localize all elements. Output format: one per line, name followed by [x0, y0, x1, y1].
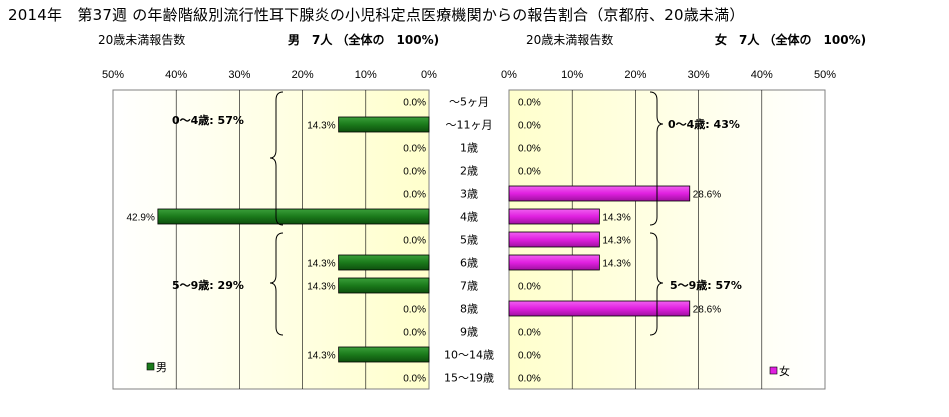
left-x-tick-label: 30% — [228, 69, 250, 81]
age-category-label: 8歳 — [460, 303, 478, 316]
axis-ticks: 50% 40% 30% 20% 10% 0% 0% 10% 20% 30% 40% 50% — [102, 69, 836, 81]
left-bracket-5-9 — [269, 232, 284, 336]
female-bar — [508, 300, 691, 317]
female-data-label: 0.0% — [518, 144, 541, 155]
male-data-label: 14.3% — [307, 259, 335, 270]
right-x-tick-label: 30% — [688, 69, 710, 81]
legend-male-swatch — [146, 362, 155, 371]
left-group-label-5-9: 5～9歳: 29% — [172, 278, 244, 292]
female-data-label: 0.0% — [518, 167, 541, 178]
male-bar — [338, 277, 430, 294]
female-data-label: 14.3% — [602, 213, 630, 224]
male-data-label: 0.0% — [403, 144, 426, 155]
right-x-tick-label: 0% — [501, 69, 517, 81]
age-category-label: 5歳 — [460, 234, 478, 247]
male-data-label: 0.0% — [403, 374, 426, 385]
female-data-label: 0.0% — [518, 98, 541, 109]
female-data-label: 0.0% — [518, 374, 541, 385]
age-category-label: 2歳 — [460, 165, 478, 178]
group-brackets — [269, 91, 664, 336]
left-subtitle-total: 男 7人 （全体の 100%) — [288, 33, 440, 47]
legend-male-label: 男 — [156, 361, 167, 374]
male-bar — [338, 254, 430, 271]
female-data-label: 28.6% — [693, 305, 721, 316]
female-data-label: 28.6% — [693, 190, 721, 201]
age-category-label: ～11ヶ月 — [446, 119, 493, 132]
left-x-tick-label: 10% — [355, 69, 377, 81]
right-bracket-0-4 — [649, 91, 664, 226]
male-data-label: 14.3% — [307, 351, 335, 362]
male-data-label: 0.0% — [403, 305, 426, 316]
age-categories: ～5ヶ月 ～11ヶ月 1歳 2歳 3歳 4歳 5歳 6歳 7歳 8歳 9歳 10～14歳 15～19歳 — [444, 96, 494, 385]
male-bar — [338, 116, 430, 133]
age-category-label: 10～14歳 — [444, 349, 494, 362]
male-data-label: 0.0% — [403, 190, 426, 201]
female-data-label: 14.3% — [602, 236, 630, 247]
age-category-label: ～5ヶ月 — [449, 96, 489, 109]
female-data-label: 0.0% — [518, 351, 541, 362]
right-bracket-5-9 — [649, 232, 664, 336]
age-category-label: 7歳 — [460, 280, 478, 293]
bars — [157, 116, 691, 363]
female-data-label: 0.0% — [518, 328, 541, 339]
male-bar — [157, 208, 430, 225]
female-data-label: 0.0% — [518, 282, 541, 293]
right-subtitle-total: 女 7人 （全体の 100%) — [715, 33, 867, 47]
female-bar — [508, 254, 600, 271]
left-x-tick-label: 40% — [165, 69, 187, 81]
male-data-label: 0.0% — [403, 328, 426, 339]
age-category-label: 3歳 — [460, 188, 478, 201]
age-category-label: 6歳 — [460, 257, 478, 270]
left-group-label-0-4: 0～4歳: 57% — [172, 113, 244, 127]
right-x-tick-label: 40% — [751, 69, 773, 81]
male-data-label: 42.9% — [127, 213, 155, 224]
right-x-tick-label: 50% — [814, 69, 836, 81]
female-data-label: 0.0% — [518, 121, 541, 132]
left-x-tick-label: 20% — [292, 69, 314, 81]
female-bar — [508, 185, 691, 202]
male-data-label: 0.0% — [403, 167, 426, 178]
left-x-tick-label: 0% — [421, 69, 437, 81]
age-category-label: 4歳 — [460, 211, 478, 224]
age-category-label: 9歳 — [460, 326, 478, 339]
age-category-label: 1歳 — [460, 142, 478, 155]
legend-female-swatch — [769, 366, 778, 375]
left-bracket-0-4 — [269, 91, 284, 226]
gridlines — [175, 90, 763, 389]
left-subtitle-count: 20歳未満報告数 — [98, 33, 186, 47]
right-group-label-0-4: 0～4歳: 43% — [668, 117, 740, 131]
chart-title: 2014年 第37週 の年齢階級別流行性耳下腺炎の小児科定点医療機関からの報告割… — [8, 6, 745, 24]
male-data-label: 0.0% — [403, 98, 426, 109]
right-subtitle-count: 20歳未満報告数 — [526, 33, 614, 47]
right-x-tick-label: 10% — [561, 69, 583, 81]
female-bar — [508, 208, 600, 225]
left-plot-area — [112, 89, 430, 390]
right-group-label-5-9: 5～9歳: 57% — [670, 278, 742, 292]
legend-female-label: 女 — [779, 364, 790, 378]
data-labels: 0.0% 0.0% 14.3% 0.0% 0.0% 0.0% 0.0% 0.0% 0.0% 28.… — [127, 98, 722, 385]
female-data-label: 14.3% — [602, 259, 630, 270]
left-x-tick-label: 50% — [102, 69, 124, 81]
right-x-tick-label: 20% — [624, 69, 646, 81]
male-data-label: 0.0% — [403, 236, 426, 247]
age-category-label: 15～19歳 — [444, 372, 494, 385]
male-bar — [338, 346, 430, 363]
male-data-label: 14.3% — [307, 282, 335, 293]
female-bar — [508, 231, 600, 248]
male-data-label: 14.3% — [307, 121, 335, 132]
